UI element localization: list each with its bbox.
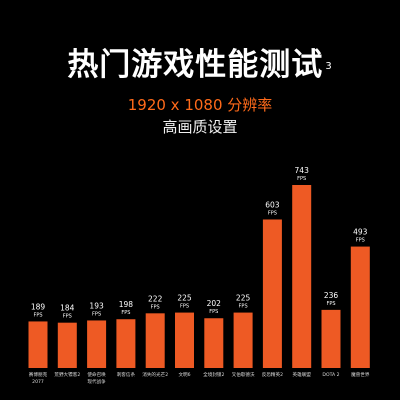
category-label-5: 文明6 — [178, 371, 190, 378]
category-label-0-line-0: 赛博朋克 — [29, 371, 48, 378]
unit-label-4: FPS — [151, 304, 160, 310]
bar-6 — [204, 318, 224, 368]
title-text: 热门游戏性能测试 — [67, 47, 324, 83]
value-label-9: 743 — [295, 166, 310, 175]
category-label-9: 英雄联盟 — [293, 371, 312, 378]
unit-label-1: FPS — [63, 314, 72, 320]
unit-label-0: FPS — [33, 312, 42, 318]
category-label-2-line-1: 现代战争 — [87, 378, 106, 385]
category-label-2-line-0: 使命召唤 — [87, 371, 106, 378]
value-label-6: 202 — [207, 299, 222, 308]
unit-label-9: FPS — [297, 176, 306, 182]
title-superscript: 3 — [325, 61, 333, 72]
value-label-2: 193 — [89, 301, 104, 310]
value-label-7: 225 — [236, 294, 251, 303]
category-label-11: 魔兽世界 — [351, 371, 370, 378]
bar-4 — [145, 313, 165, 368]
value-label-10: 236 — [324, 291, 339, 300]
bar-10 — [321, 309, 341, 368]
quality-subtitle: 高画质设置 — [162, 118, 238, 136]
category-label-6: 全境封锁2 — [203, 371, 224, 378]
unit-label-2: FPS — [92, 311, 101, 317]
bar-1 — [57, 322, 77, 368]
value-label-11: 493 — [353, 228, 368, 237]
unit-label-11: FPS — [356, 238, 365, 244]
page-title: 热门游戏性能测试 3 — [0, 46, 400, 84]
value-label-1: 184 — [60, 304, 75, 313]
category-label-1: 荒野大镖客2 — [54, 371, 80, 378]
category-label-8: 反恐精英2 — [262, 371, 283, 378]
category-label-3: 刺客信条 — [117, 371, 136, 378]
bar-3 — [116, 319, 136, 368]
unit-label-10: FPS — [326, 301, 335, 307]
category-label-0-line-1: 2077 — [32, 379, 44, 385]
unit-label-6: FPS — [209, 309, 218, 315]
category-label-7: 叉伯歇德沃 — [232, 371, 255, 378]
bar-2 — [87, 320, 107, 368]
resolution-subtitle: 1920 x 1080 分辨率 — [127, 96, 273, 114]
category-label-10: DOTA 2 — [322, 372, 339, 378]
value-label-0: 189 — [31, 302, 46, 311]
bar-0 — [28, 321, 48, 368]
unit-label-8: FPS — [268, 210, 277, 216]
value-label-8: 603 — [265, 200, 280, 209]
bar-9 — [292, 185, 312, 368]
unit-label-3: FPS — [121, 310, 130, 316]
category-label-4: 消失的光芒2 — [142, 371, 168, 378]
value-label-4: 222 — [148, 294, 163, 303]
unit-label-5: FPS — [180, 304, 189, 310]
bar-5 — [175, 312, 194, 368]
bar-11 — [350, 246, 370, 368]
value-label-3: 198 — [119, 300, 134, 309]
bar-7 — [233, 312, 253, 368]
bar-8 — [262, 219, 282, 368]
value-label-5: 225 — [177, 294, 192, 303]
unit-label-7: FPS — [239, 304, 248, 310]
